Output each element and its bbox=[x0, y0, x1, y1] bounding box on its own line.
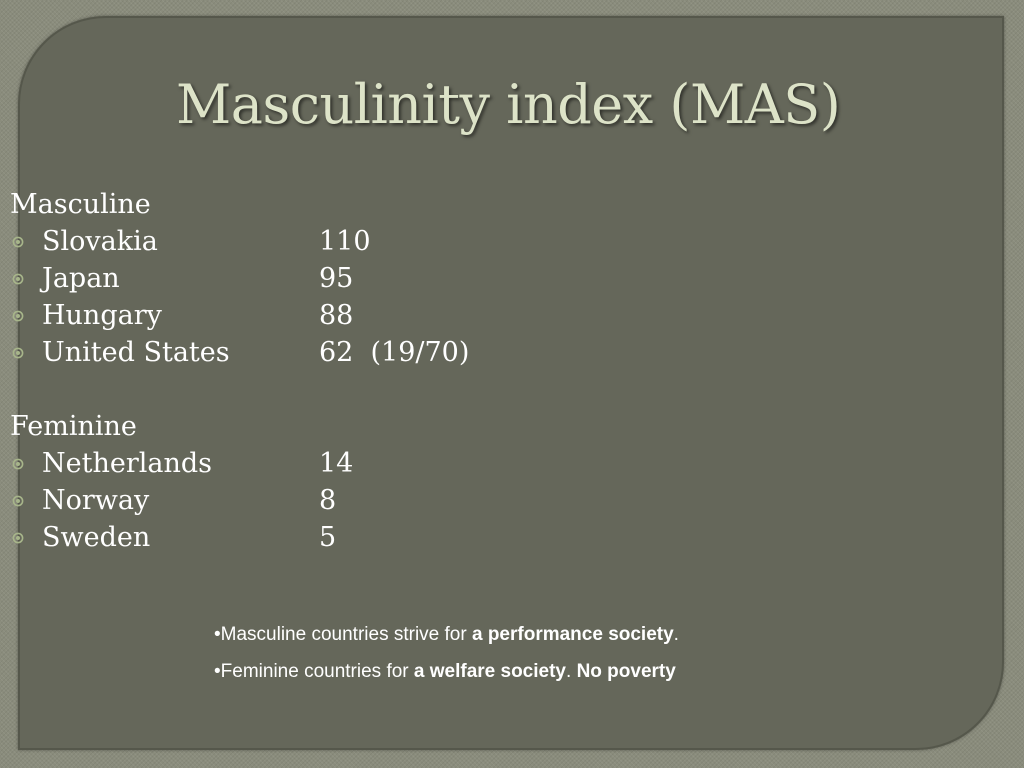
circled-dot-bullet-icon bbox=[12, 310, 24, 322]
country-name: Norway bbox=[42, 485, 150, 516]
list-item: Japan 95 bbox=[10, 260, 353, 297]
list-item: Norway 8 bbox=[10, 482, 336, 519]
mas-score: 62 (19/70) bbox=[319, 337, 470, 368]
list-item: Hungary 88 bbox=[10, 297, 353, 334]
circled-dot-bullet-icon bbox=[12, 532, 24, 544]
country-name: Netherlands bbox=[42, 448, 212, 479]
circled-dot-bullet-icon bbox=[12, 347, 24, 359]
slide-content: Masculine Slovakia 110 Japan 95 Hungary … bbox=[10, 186, 469, 556]
list-item: Netherlands 14 bbox=[10, 445, 353, 482]
circled-dot-bullet-icon bbox=[12, 458, 24, 470]
note-text: . bbox=[566, 661, 577, 682]
mas-score: 110 bbox=[319, 226, 371, 257]
slide-panel bbox=[18, 16, 1004, 750]
country-name: Slovakia bbox=[42, 226, 158, 257]
group-spacer bbox=[10, 371, 151, 408]
note-masculine: •Masculine countries strive for a perfor… bbox=[214, 620, 679, 657]
mas-score: 14 bbox=[319, 448, 354, 479]
note-emphasis: a performance society bbox=[471, 624, 674, 645]
note-feminine: •Feminine countries for a welfare societ… bbox=[214, 657, 679, 694]
country-name: Sweden bbox=[42, 522, 151, 553]
circled-dot-bullet-icon bbox=[12, 273, 24, 285]
circled-dot-bullet-icon bbox=[12, 236, 24, 248]
slide-title: Masculinity index (MAS) bbox=[176, 73, 841, 136]
list-item: United States 62 (19/70) bbox=[10, 334, 469, 371]
mas-score: 95 bbox=[319, 263, 354, 294]
feminine-heading: Feminine bbox=[10, 411, 137, 442]
mas-score: 5 bbox=[319, 522, 337, 553]
country-name: Japan bbox=[42, 263, 120, 294]
note-text: . bbox=[673, 624, 679, 645]
note-emphasis: a welfare society bbox=[413, 661, 566, 682]
list-item: Slovakia 110 bbox=[10, 223, 371, 260]
note-emphasis: No poverty bbox=[576, 661, 676, 682]
note-text: •Masculine countries strive for bbox=[214, 624, 472, 645]
mas-score: 8 bbox=[319, 485, 337, 516]
circled-dot-bullet-icon bbox=[12, 495, 24, 507]
note-text: •Feminine countries for bbox=[214, 661, 414, 682]
notes: •Masculine countries strive for a perfor… bbox=[214, 620, 679, 694]
mas-score: 88 bbox=[319, 300, 354, 331]
country-name: Hungary bbox=[42, 300, 162, 331]
masculine-heading: Masculine bbox=[10, 189, 151, 220]
list-item: Sweden 5 bbox=[10, 519, 336, 556]
country-name: United States bbox=[42, 337, 230, 368]
